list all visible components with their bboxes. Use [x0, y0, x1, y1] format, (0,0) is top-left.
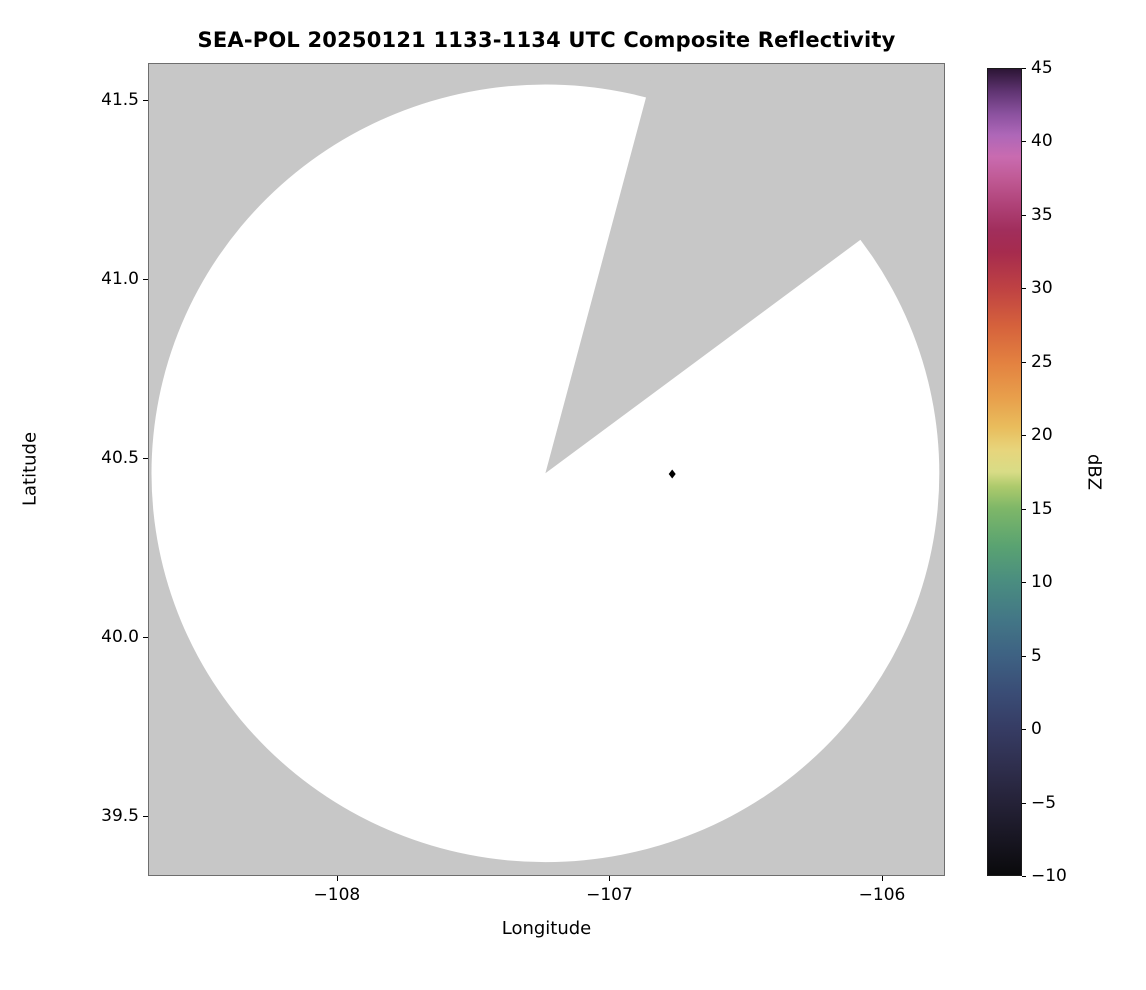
x-tick-mark: [609, 876, 611, 881]
radar-site-diamond-marker: [668, 469, 676, 479]
colorbar-tick-label: 45: [1031, 58, 1053, 78]
radar-scan-canvas: [148, 63, 945, 876]
colorbar-tick-mark: [1022, 802, 1026, 804]
colorbar-tick-mark: [1022, 141, 1026, 143]
colorbar-tick-mark: [1022, 729, 1026, 731]
colorbar-tick-label: 20: [1031, 425, 1053, 446]
colorbar: [987, 68, 1022, 876]
y-tick-mark: [143, 278, 148, 280]
y-tick-label: 41.5: [101, 89, 139, 110]
colorbar-tick-mark: [1022, 288, 1026, 290]
colorbar-tick-label: −10: [1031, 866, 1067, 886]
y-axis-label: Latitude: [19, 431, 41, 507]
x-tick-label: −106: [858, 885, 906, 905]
x-tick-mark: [336, 876, 338, 881]
colorbar-tick-mark: [1022, 508, 1026, 510]
y-tick-mark: [143, 815, 148, 817]
y-tick-label: 41.0: [101, 268, 139, 289]
colorbar-tick-label: 5: [1031, 645, 1042, 666]
x-tick-label: −108: [313, 885, 361, 905]
colorbar-tick-label: −5: [1031, 792, 1057, 813]
y-tick-label: 40.5: [101, 447, 139, 468]
y-tick-mark: [143, 636, 148, 638]
colorbar-tick-mark: [1022, 876, 1026, 877]
x-tick-label: −107: [586, 885, 633, 905]
plot-spines: [148, 63, 945, 876]
colorbar-tick-mark: [1022, 214, 1026, 216]
plot-area: [148, 63, 945, 876]
x-tick-mark: [882, 876, 884, 881]
blocked-sector-wedge: [545, 63, 945, 474]
y-tick-mark: [143, 457, 148, 459]
colorbar-tick-label: 15: [1031, 498, 1053, 519]
colorbar-tick-label: 40: [1031, 131, 1053, 152]
colorbar-tick-label: 10: [1031, 572, 1053, 593]
chart-title: SEA-POL 20250121 1133-1134 UTC Composite…: [197, 28, 896, 52]
colorbar-tick-label: 30: [1031, 278, 1053, 299]
colorbar-tick-label: 25: [1031, 351, 1053, 372]
colorbar-tick-mark: [1022, 68, 1026, 69]
y-tick-mark: [143, 99, 148, 101]
colorbar-tick-mark: [1022, 435, 1026, 437]
y-tick-label: 40.0: [101, 626, 139, 647]
colorbar-label: dBZ: [1083, 453, 1105, 491]
y-tick-label: 39.5: [101, 805, 139, 826]
colorbar-tick-label: 35: [1031, 204, 1053, 225]
colorbar-tick-mark: [1022, 655, 1026, 657]
colorbar-tick-mark: [1022, 361, 1026, 363]
colorbar-tick-label: 0: [1031, 719, 1042, 740]
colorbar-tick-mark: [1022, 582, 1026, 584]
x-axis-label: Longitude: [501, 918, 592, 939]
